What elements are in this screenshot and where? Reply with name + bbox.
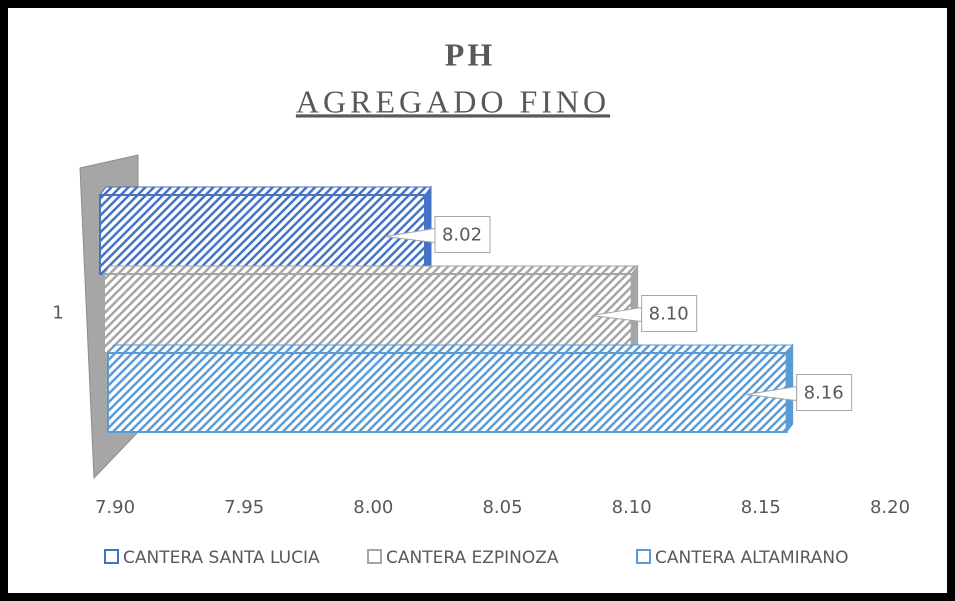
x-tick-label: 8.00 bbox=[353, 497, 393, 518]
bar-top bbox=[107, 344, 794, 354]
x-tick-label: 7.95 bbox=[224, 497, 264, 518]
x-tick-label: 8.05 bbox=[482, 497, 522, 518]
x-tick-label: 8.15 bbox=[741, 497, 781, 518]
bar-top bbox=[99, 186, 432, 196]
y-tick-label: 1 bbox=[52, 303, 63, 324]
data-label-box bbox=[796, 374, 853, 411]
data-label-box bbox=[641, 295, 698, 332]
chart-title: PH bbox=[445, 36, 495, 72]
legend-swatch bbox=[104, 549, 119, 564]
x-tick-label: 7.90 bbox=[95, 497, 135, 518]
bar bbox=[107, 352, 788, 433]
data-label: 8.16 bbox=[804, 383, 844, 404]
chart-subtitle: AGREGADO FINO bbox=[296, 83, 610, 119]
bar-top bbox=[103, 265, 639, 275]
bar bbox=[99, 194, 426, 275]
x-tick-label: 8.10 bbox=[612, 497, 652, 518]
bar bbox=[103, 273, 633, 354]
data-label: 8.10 bbox=[649, 304, 689, 325]
legend-swatch bbox=[636, 549, 651, 564]
legend-swatch bbox=[367, 549, 382, 564]
legend-label: CANTERA ALTAMIRANO bbox=[655, 548, 848, 568]
legend-label: CANTERA EZPINOZA bbox=[386, 548, 559, 568]
data-label-box bbox=[434, 216, 491, 253]
data-label: 8.02 bbox=[442, 225, 482, 246]
legend-label: CANTERA SANTA LUCIA bbox=[123, 548, 320, 568]
x-tick-label: 8.20 bbox=[870, 497, 910, 518]
